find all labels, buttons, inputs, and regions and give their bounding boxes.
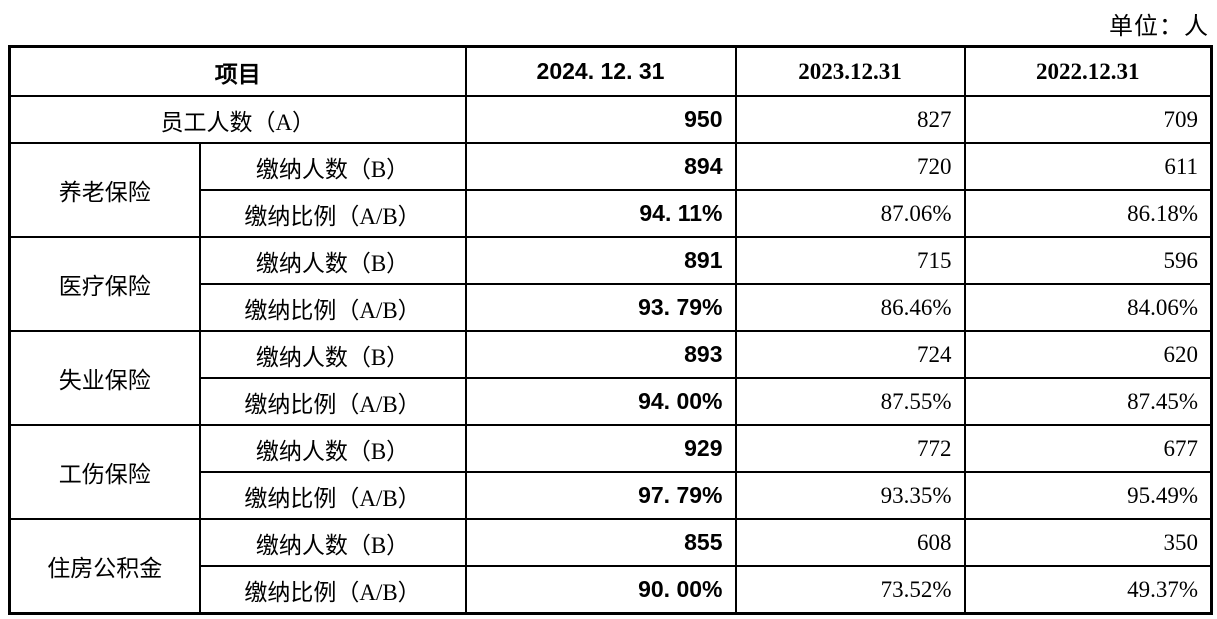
header-cell-2023: 2023.12.31 — [734, 45, 966, 97]
cell-value-2024: 93. 79% — [464, 283, 737, 332]
row-label: 缴纳人数（B） — [198, 330, 467, 379]
employee-count-2022: 709 — [963, 95, 1213, 144]
cell-value-2023: 608 — [734, 518, 966, 567]
table-row: 缴纳比例（A/B） 94. 11% 87.06% 86.18% — [10, 189, 1213, 238]
employee-count-2023: 827 — [734, 95, 966, 144]
cell-value-2023: 724 — [734, 330, 966, 379]
cell-value-2022: 95.49% — [963, 471, 1213, 520]
cell-value-2024: 94. 00% — [464, 377, 737, 426]
cell-value-2022: 611 — [963, 142, 1213, 191]
cell-value-2023: 87.55% — [734, 377, 966, 426]
group-label-medical: 医疗保险 — [8, 236, 201, 332]
group-label-pension: 养老保险 — [8, 142, 201, 238]
row-label: 缴纳比例（A/B） — [198, 471, 467, 520]
row-label: 缴纳比例（A/B） — [198, 565, 467, 615]
social-insurance-table: 项目 2024. 12. 31 2023.12.31 2022.12.31 员工… — [8, 45, 1213, 615]
table-row: 医疗保险 缴纳人数（B） 891 715 596 — [8, 236, 1213, 332]
cell-value-2023: 87.06% — [734, 189, 966, 238]
employee-count-row: 员工人数（A） 950 827 709 — [8, 95, 1213, 144]
header-cell-item: 项目 — [8, 45, 467, 97]
row-label: 缴纳人数（B） — [198, 518, 467, 567]
cell-value-2023: 73.52% — [734, 565, 966, 615]
table-row: 缴纳比例（A/B） 97. 79% 93.35% 95.49% — [10, 471, 1213, 520]
cell-value-2024: 891 — [464, 236, 737, 285]
cell-value-2024: 893 — [464, 330, 737, 379]
cell-value-2023: 720 — [734, 142, 966, 191]
table-row: 缴纳比例（A/B） 90. 00% 73.52% 49.37% — [10, 565, 1213, 615]
cell-value-2024: 929 — [464, 424, 737, 473]
cell-value-2023: 715 — [734, 236, 966, 285]
header-cell-2022: 2022.12.31 — [963, 45, 1213, 97]
unit-label: 单位：人 — [1109, 14, 1209, 40]
row-label: 缴纳人数（B） — [198, 424, 467, 473]
group-label-injury: 工伤保险 — [8, 424, 201, 520]
cell-value-2022: 84.06% — [963, 283, 1213, 332]
row-label: 缴纳人数（B） — [198, 236, 467, 285]
header-cell-2024: 2024. 12. 31 — [464, 45, 737, 97]
cell-value-2024: 94. 11% — [464, 189, 737, 238]
table-row: 缴纳比例（A/B） 94. 00% 87.55% 87.45% — [10, 377, 1213, 426]
cell-value-2024: 97. 79% — [464, 471, 737, 520]
cell-value-2022: 87.45% — [963, 377, 1213, 426]
group-label-housing-fund: 住房公积金 — [8, 518, 201, 615]
employee-count-label: 员工人数（A） — [8, 95, 467, 144]
cell-value-2024: 90. 00% — [464, 565, 737, 615]
table-row: 缴纳比例（A/B） 93. 79% 86.46% 84.06% — [10, 283, 1213, 332]
table-row: 工伤保险 缴纳人数（B） 929 772 677 — [8, 424, 1213, 520]
employee-count-2024: 950 — [464, 95, 737, 144]
cell-value-2022: 677 — [963, 424, 1213, 473]
cell-value-2024: 855 — [464, 518, 737, 567]
cell-value-2022: 350 — [963, 518, 1213, 567]
row-label: 缴纳比例（A/B） — [198, 283, 467, 332]
cell-value-2023: 772 — [734, 424, 966, 473]
row-label: 缴纳比例（A/B） — [198, 189, 467, 238]
table-row: 养老保险 缴纳人数（B） 894 720 611 — [8, 142, 1213, 238]
cell-value-2023: 93.35% — [734, 471, 966, 520]
cell-value-2024: 894 — [464, 142, 737, 191]
table-row: 失业保险 缴纳人数（B） 893 724 620 — [8, 330, 1213, 426]
cell-value-2022: 49.37% — [963, 565, 1213, 615]
cell-value-2022: 620 — [963, 330, 1213, 379]
cell-value-2022: 86.18% — [963, 189, 1213, 238]
table-header-row: 项目 2024. 12. 31 2023.12.31 2022.12.31 — [8, 45, 1213, 97]
group-label-unemployment: 失业保险 — [8, 330, 201, 426]
cell-value-2022: 596 — [963, 236, 1213, 285]
cell-value-2023: 86.46% — [734, 283, 966, 332]
row-label: 缴纳比例（A/B） — [198, 377, 467, 426]
row-label: 缴纳人数（B） — [198, 142, 467, 191]
table-row: 住房公积金 缴纳人数（B） 855 608 350 — [8, 518, 1213, 615]
